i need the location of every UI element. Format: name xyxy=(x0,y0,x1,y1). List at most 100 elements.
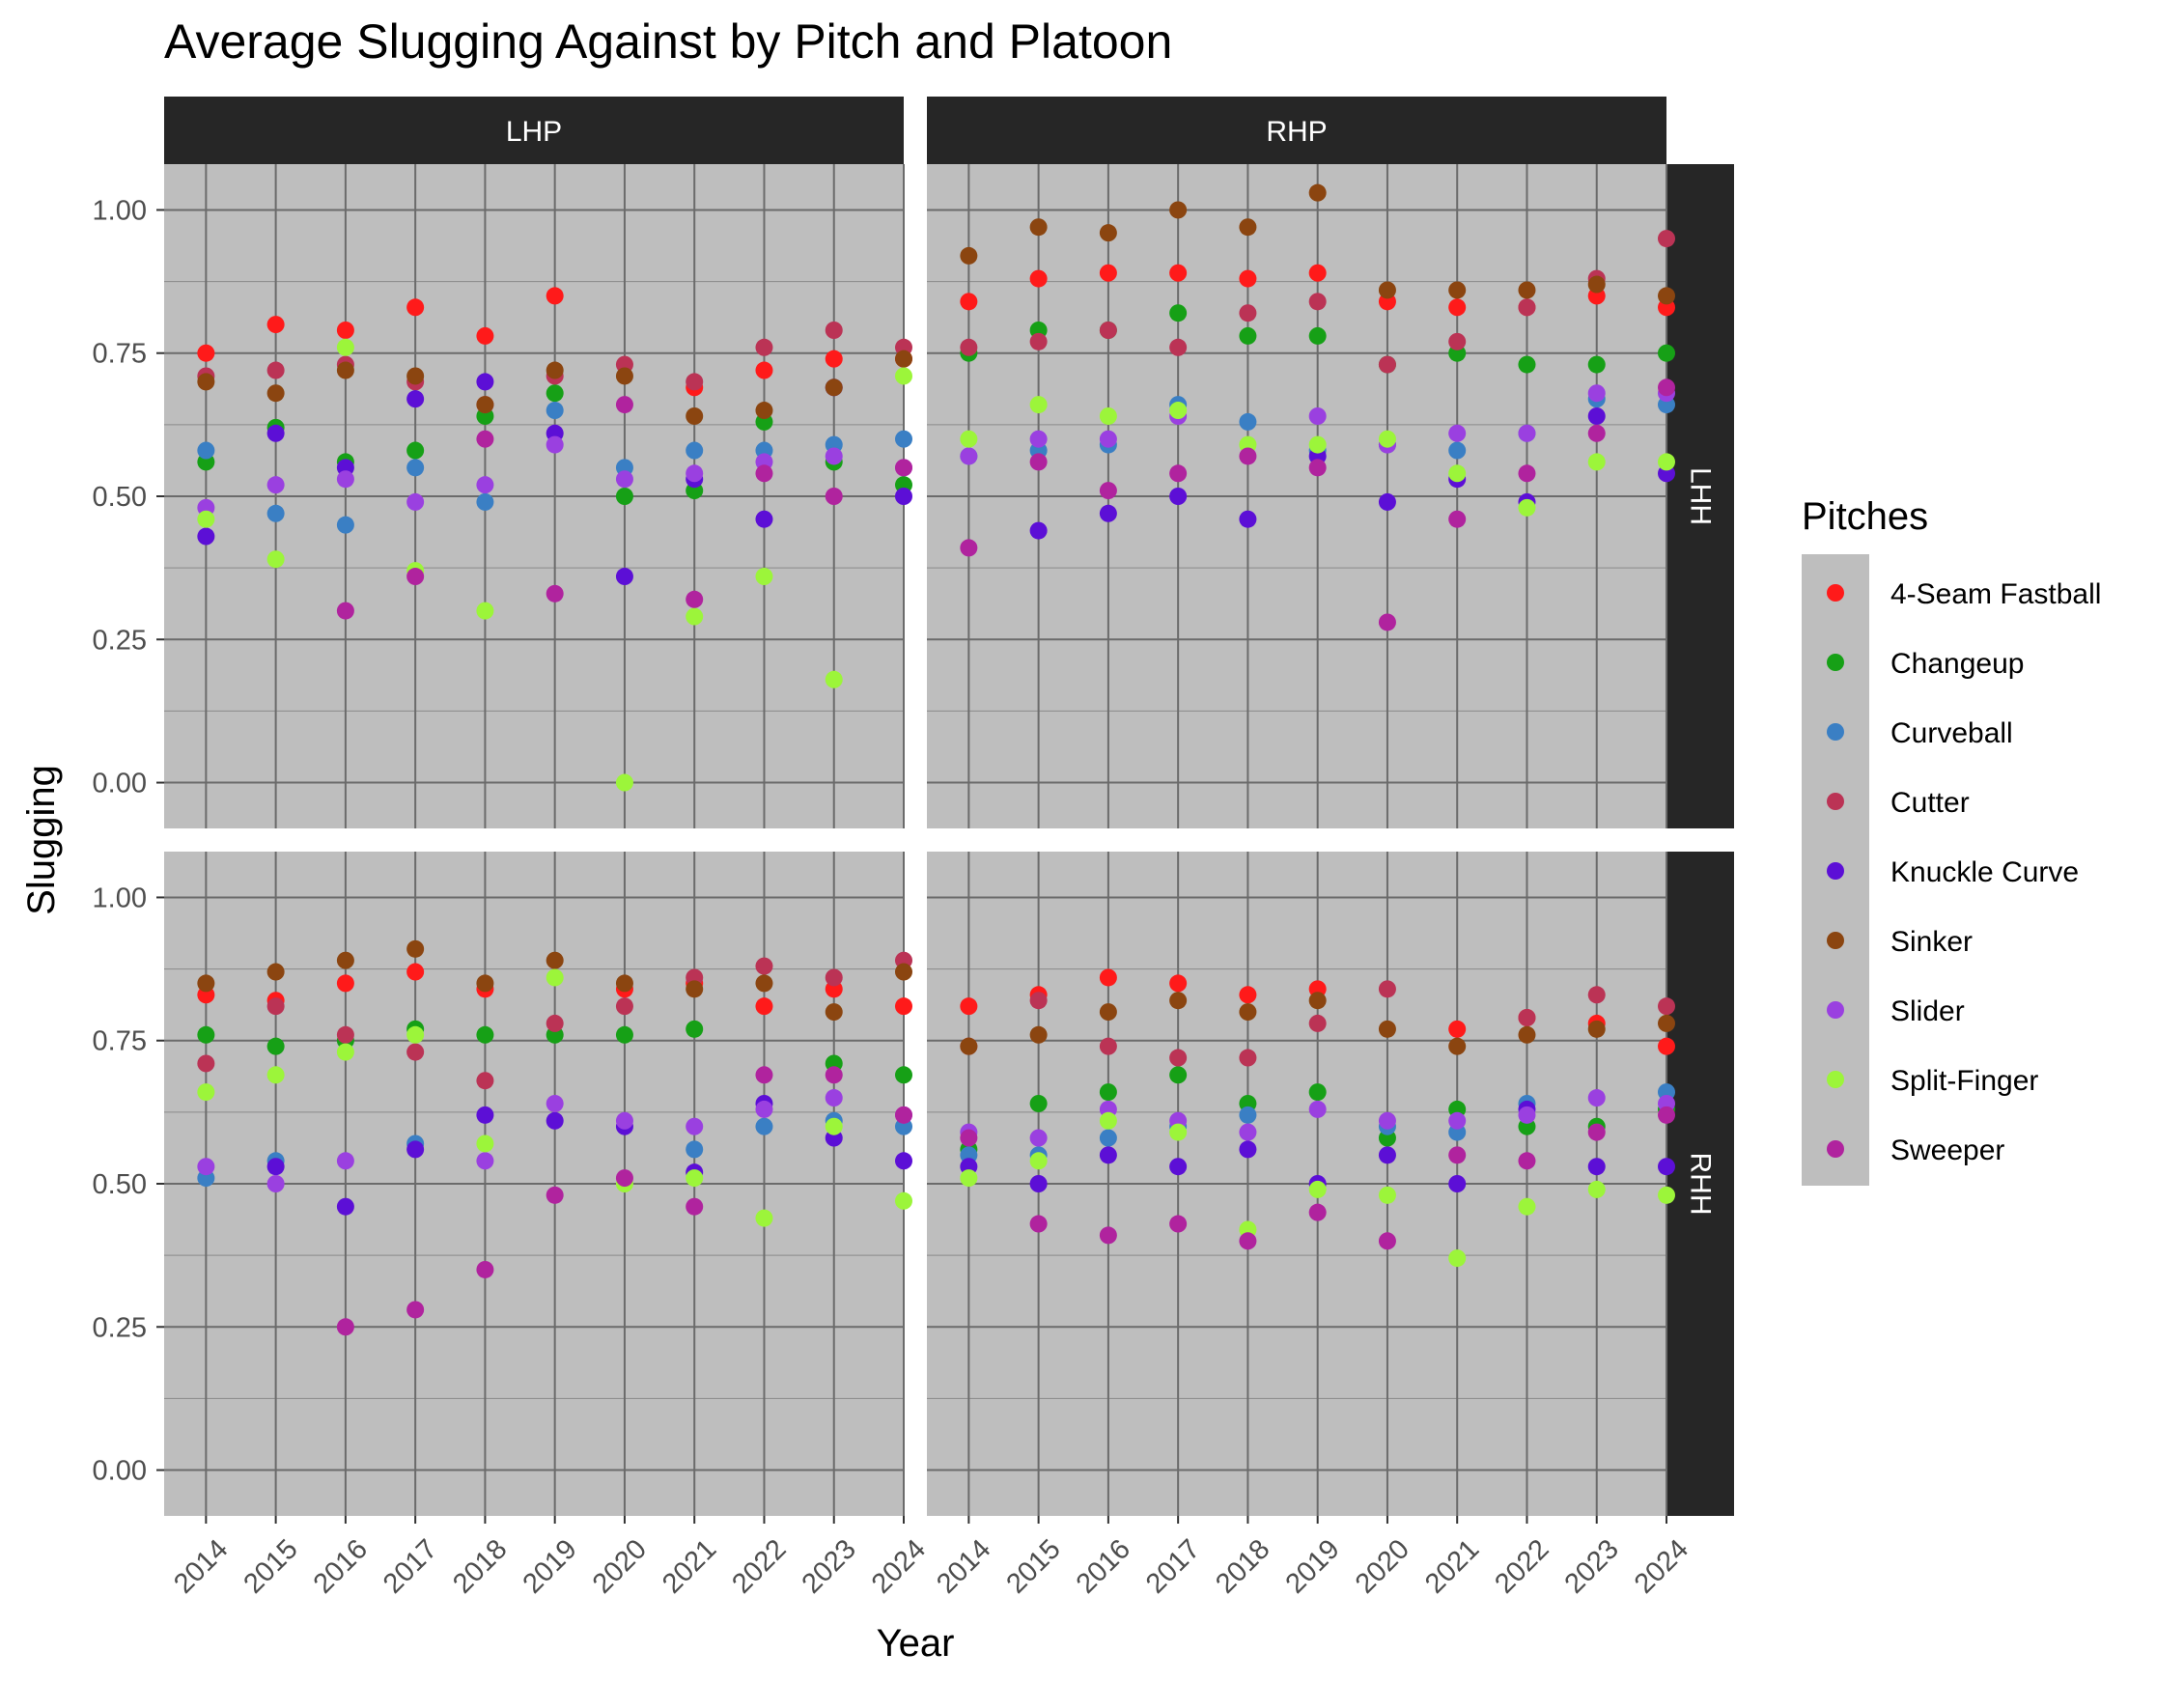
data-point xyxy=(960,293,978,311)
data-point xyxy=(686,406,704,425)
data-point xyxy=(1099,1146,1117,1164)
data-point xyxy=(1169,304,1188,322)
data-point xyxy=(1239,412,1257,431)
data-point xyxy=(1239,1232,1257,1250)
data-point xyxy=(336,1152,354,1170)
data-point xyxy=(1239,218,1257,237)
data-point xyxy=(1308,293,1327,311)
facet-strip-label: RHP xyxy=(1266,116,1327,148)
y-tick-label: 0.50 xyxy=(93,482,147,513)
data-point xyxy=(1378,281,1396,299)
data-point xyxy=(1518,464,1536,483)
data-point xyxy=(1169,992,1188,1010)
data-point xyxy=(476,326,494,345)
y-tick-label: 0.25 xyxy=(93,625,147,656)
data-point xyxy=(476,1152,494,1170)
data-point xyxy=(1308,406,1327,425)
legend-label: Curveball xyxy=(1890,717,2013,749)
data-point xyxy=(1099,1003,1117,1022)
x-tick-label: 2024 xyxy=(866,1533,932,1599)
data-point xyxy=(960,1129,978,1147)
data-point xyxy=(1308,435,1327,454)
x-tick-label: 2023 xyxy=(1559,1533,1625,1599)
data-point xyxy=(1169,464,1188,483)
data-point xyxy=(686,464,704,483)
data-point xyxy=(686,373,704,391)
data-point xyxy=(476,476,494,494)
data-point xyxy=(615,773,633,792)
data-point xyxy=(476,396,494,414)
data-point xyxy=(755,1100,773,1118)
data-point xyxy=(1308,459,1327,477)
data-point xyxy=(895,367,912,385)
data-point xyxy=(336,602,354,620)
x-axis-title: Year xyxy=(877,1622,955,1665)
data-point xyxy=(1587,355,1606,374)
x-tick-label: 2015 xyxy=(238,1533,303,1599)
data-point xyxy=(1448,298,1467,317)
data-point xyxy=(476,1260,494,1278)
legend-key-4-seam-fastball xyxy=(1827,584,1844,602)
x-tick-label: 2022 xyxy=(1489,1533,1554,1599)
data-point xyxy=(1099,482,1117,500)
x-tick-label: 2020 xyxy=(587,1533,653,1599)
facet-strip-label: LHH xyxy=(1685,467,1717,525)
data-point xyxy=(197,510,215,528)
data-point xyxy=(1448,464,1467,483)
data-point xyxy=(1658,997,1675,1016)
data-point xyxy=(1378,1146,1396,1164)
data-point xyxy=(1378,355,1396,374)
data-point xyxy=(197,974,215,993)
legend-key-curveball xyxy=(1827,723,1844,741)
data-point xyxy=(1029,430,1048,448)
data-point xyxy=(266,997,285,1016)
data-point xyxy=(1029,1025,1048,1044)
data-point xyxy=(755,1117,773,1135)
data-point xyxy=(476,373,494,391)
data-point xyxy=(960,447,978,465)
data-point xyxy=(1658,1106,1675,1124)
data-point xyxy=(1308,1180,1327,1198)
data-point xyxy=(615,568,633,586)
data-point xyxy=(266,476,285,494)
data-point xyxy=(960,539,978,557)
data-point xyxy=(1658,230,1675,248)
legend-label: Slider xyxy=(1890,995,1965,1027)
data-point xyxy=(266,1175,285,1192)
data-point xyxy=(546,1186,564,1204)
data-point xyxy=(1378,1111,1396,1130)
data-point xyxy=(615,367,633,385)
data-point xyxy=(476,1025,494,1044)
x-tick-label: 2019 xyxy=(1280,1533,1346,1599)
data-point xyxy=(266,316,285,334)
data-point xyxy=(336,974,354,993)
data-point xyxy=(476,1072,494,1090)
data-point xyxy=(1448,1175,1467,1192)
data-point xyxy=(1099,1111,1117,1130)
data-point xyxy=(960,430,978,448)
data-point xyxy=(1448,332,1467,350)
data-point xyxy=(1029,269,1048,288)
data-point xyxy=(406,1025,425,1044)
legend-label: Cutter xyxy=(1890,787,1970,819)
data-point xyxy=(1099,264,1117,282)
y-tick-label: 1.00 xyxy=(93,883,147,913)
data-point xyxy=(895,1066,912,1084)
data-point xyxy=(1169,402,1188,420)
data-point xyxy=(336,951,354,969)
data-point xyxy=(1099,1226,1117,1245)
data-point xyxy=(1239,1106,1257,1124)
facet-strip-lhh xyxy=(1666,164,1734,828)
data-point xyxy=(755,1209,773,1227)
x-tick-label: 2016 xyxy=(308,1533,374,1599)
data-point xyxy=(1099,504,1117,522)
data-point xyxy=(1308,264,1327,282)
legend-key-sweeper xyxy=(1827,1140,1844,1158)
legend-label: 4-Seam Fastball xyxy=(1890,578,2101,610)
data-point xyxy=(825,1117,843,1135)
data-point xyxy=(1518,1106,1536,1124)
data-point xyxy=(755,957,773,975)
data-point xyxy=(960,1169,978,1188)
legend-label: Split-Finger xyxy=(1890,1065,2038,1097)
data-point xyxy=(825,1003,843,1022)
